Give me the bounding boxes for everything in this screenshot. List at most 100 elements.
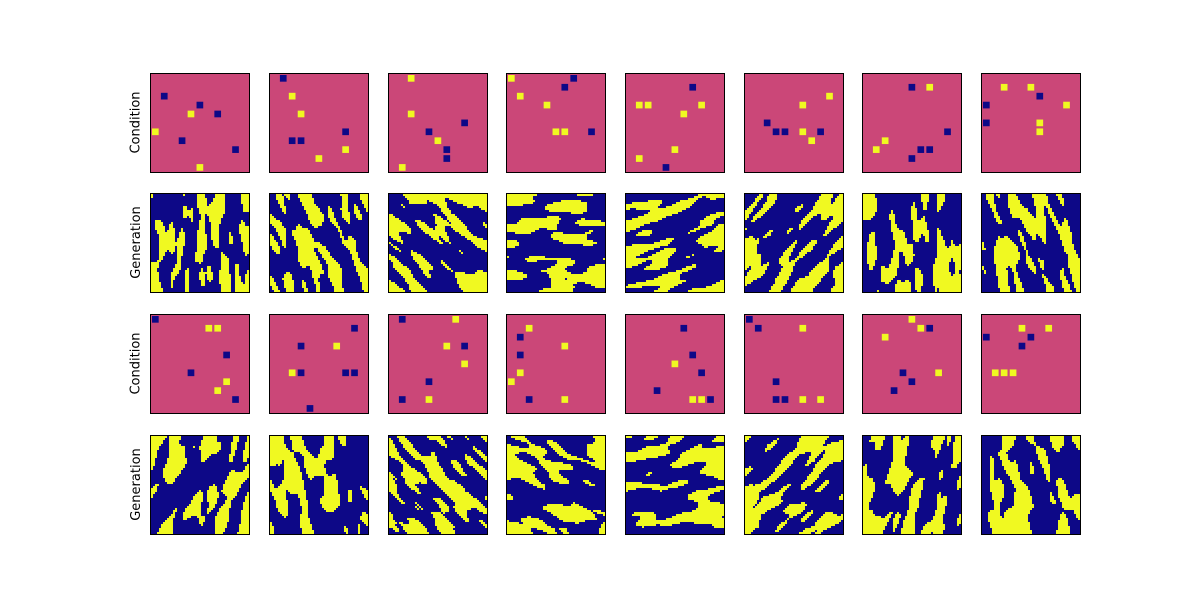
condition-panel — [744, 73, 844, 173]
condition-point — [289, 369, 296, 376]
generation-panel — [744, 193, 844, 293]
condition-point — [408, 111, 415, 118]
condition-panel — [981, 314, 1081, 414]
condition-point — [882, 137, 889, 144]
condition-point — [799, 325, 806, 332]
condition-point — [561, 343, 568, 350]
condition-image — [507, 74, 605, 172]
condition-point — [983, 102, 990, 109]
condition-point — [426, 396, 433, 403]
generation-image — [626, 194, 724, 292]
condition-point — [799, 128, 806, 135]
condition-point — [298, 369, 305, 376]
condition-point — [944, 128, 951, 135]
condition-panel — [744, 314, 844, 414]
condition-point — [205, 325, 212, 332]
row-label-condition: Condition — [129, 332, 144, 394]
generation-panel — [862, 193, 962, 293]
condition-point — [826, 93, 833, 100]
condition-point — [707, 396, 714, 403]
condition-point — [342, 146, 349, 153]
condition-point — [689, 352, 696, 359]
condition-point — [399, 396, 406, 403]
condition-point — [526, 325, 533, 332]
condition-point — [1028, 84, 1035, 91]
condition-background — [389, 74, 487, 172]
condition-point — [817, 396, 824, 403]
condition-point — [461, 343, 468, 350]
condition-point — [214, 387, 221, 394]
condition-panel — [269, 73, 369, 173]
condition-point — [188, 369, 195, 376]
condition-point — [399, 164, 406, 171]
condition-point — [232, 396, 239, 403]
condition-point — [197, 164, 204, 171]
generation-image — [389, 436, 487, 534]
condition-point — [808, 137, 815, 144]
condition-image — [389, 315, 487, 413]
condition-panel — [388, 73, 488, 173]
condition-point — [161, 93, 168, 100]
condition-point — [1045, 325, 1052, 332]
condition-point — [408, 75, 415, 82]
condition-point — [926, 146, 933, 153]
condition-panel — [150, 73, 250, 173]
condition-point — [561, 84, 568, 91]
condition-point — [1036, 120, 1043, 127]
condition-point — [426, 128, 433, 135]
condition-point — [1028, 334, 1035, 341]
condition-point — [782, 128, 789, 135]
condition-image — [863, 315, 961, 413]
condition-point — [654, 387, 661, 394]
condition-point — [680, 325, 687, 332]
condition-point — [909, 84, 916, 91]
condition-point — [526, 396, 533, 403]
condition-point — [351, 325, 358, 332]
condition-point — [517, 369, 524, 376]
condition-point — [316, 155, 323, 162]
generation-panel — [388, 193, 488, 293]
condition-panel — [269, 314, 369, 414]
condition-point — [663, 164, 670, 171]
condition-image — [270, 315, 368, 413]
condition-image — [745, 315, 843, 413]
condition-point — [891, 387, 898, 394]
condition-point — [289, 93, 296, 100]
condition-panel — [150, 314, 250, 414]
condition-panel — [388, 314, 488, 414]
condition-point — [179, 137, 186, 144]
condition-image — [982, 315, 1080, 413]
generation-image — [389, 194, 487, 292]
generation-panel — [506, 193, 606, 293]
condition-point — [1019, 343, 1026, 350]
condition-point — [935, 369, 942, 376]
generation-panel — [150, 193, 250, 293]
generation-panel — [269, 193, 369, 293]
generation-image — [270, 436, 368, 534]
condition-point — [232, 146, 239, 153]
condition-point — [289, 137, 296, 144]
generation-panel — [269, 435, 369, 535]
generation-panel — [625, 435, 725, 535]
condition-point — [1063, 102, 1070, 109]
generation-panel — [625, 193, 725, 293]
condition-point — [672, 146, 679, 153]
condition-point — [882, 334, 889, 341]
condition-point — [782, 396, 789, 403]
condition-background — [507, 315, 605, 413]
condition-point — [689, 396, 696, 403]
condition-point — [1036, 128, 1043, 135]
condition-point — [280, 75, 287, 82]
condition-point — [689, 84, 696, 91]
condition-point — [992, 369, 999, 376]
condition-image — [626, 315, 724, 413]
condition-point — [517, 352, 524, 359]
condition-image — [745, 74, 843, 172]
condition-point — [544, 102, 551, 109]
condition-point — [764, 120, 771, 127]
condition-point — [817, 128, 824, 135]
condition-point — [680, 111, 687, 118]
condition-point — [298, 343, 305, 350]
generation-panel — [506, 435, 606, 535]
condition-image — [626, 74, 724, 172]
